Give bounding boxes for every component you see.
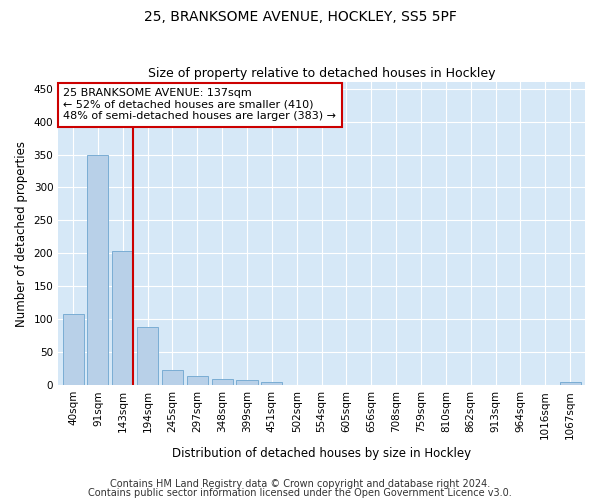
Bar	[212, 379, 233, 385]
Bar	[112, 252, 133, 385]
Text: 25, BRANKSOME AVENUE, HOCKLEY, SS5 5PF: 25, BRANKSOME AVENUE, HOCKLEY, SS5 5PF	[143, 10, 457, 24]
Text: Contains public sector information licensed under the Open Government Licence v3: Contains public sector information licen…	[88, 488, 512, 498]
Y-axis label: Number of detached properties: Number of detached properties	[15, 140, 28, 326]
Bar	[187, 376, 208, 385]
Text: Contains HM Land Registry data © Crown copyright and database right 2024.: Contains HM Land Registry data © Crown c…	[110, 479, 490, 489]
Title: Size of property relative to detached houses in Hockley: Size of property relative to detached ho…	[148, 66, 496, 80]
Bar	[137, 326, 158, 385]
X-axis label: Distribution of detached houses by size in Hockley: Distribution of detached houses by size …	[172, 447, 471, 460]
Bar	[262, 382, 283, 385]
Bar	[236, 380, 257, 385]
Bar	[162, 370, 183, 385]
Text: 25 BRANKSOME AVENUE: 137sqm
← 52% of detached houses are smaller (410)
48% of se: 25 BRANKSOME AVENUE: 137sqm ← 52% of det…	[64, 88, 337, 122]
Bar	[560, 382, 581, 385]
Bar	[62, 314, 83, 385]
Bar	[88, 154, 109, 385]
